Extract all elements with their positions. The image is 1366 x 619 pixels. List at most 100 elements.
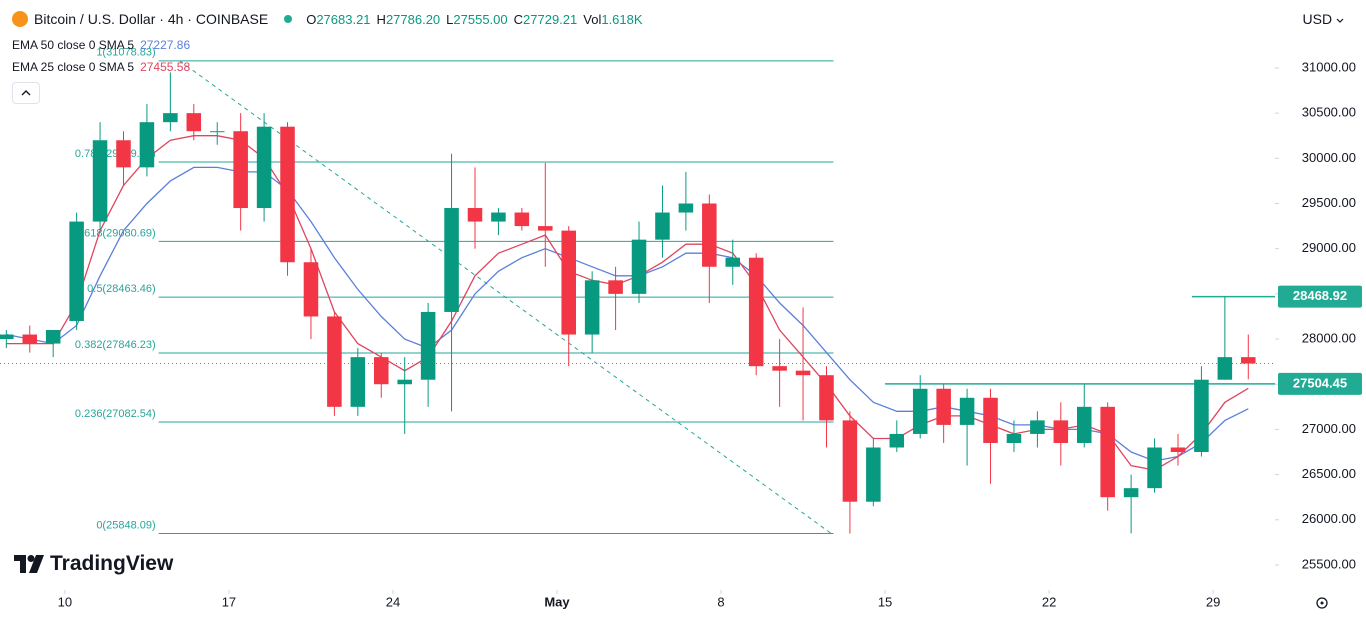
candle-body	[842, 420, 858, 502]
candle-body	[1006, 433, 1022, 443]
candle-body	[561, 230, 576, 335]
candle-body	[584, 280, 600, 335]
candle-body	[0, 334, 14, 340]
fib-label: 0.236(27082.54)	[75, 408, 156, 420]
candle-body	[116, 140, 131, 168]
ohlc-item: Vol1.618K	[583, 12, 642, 27]
candle-body	[420, 311, 436, 380]
candle-body	[209, 131, 225, 133]
ohlc-value: 1.618K	[601, 12, 643, 27]
candle-body	[397, 379, 412, 385]
brand-logo[interactable]: TradingView	[14, 552, 173, 576]
price-badge-label: 27504.45	[1293, 375, 1347, 390]
candle-body	[912, 388, 928, 434]
candle-body	[373, 357, 389, 385]
price-badge	[1278, 372, 1362, 395]
indicator-name: EMA 50 close 0 SMA 5	[12, 38, 135, 52]
candle-body	[303, 262, 319, 317]
settings-icon[interactable]	[1316, 597, 1328, 609]
symbol-icon	[12, 11, 28, 27]
candle-body	[327, 316, 342, 407]
candle-body	[889, 433, 905, 448]
candle-body	[186, 113, 202, 132]
candle-body	[936, 388, 951, 425]
market-status	[284, 15, 293, 23]
candle-body	[1217, 357, 1233, 380]
candle-body	[92, 140, 108, 222]
y-tick-label: 29000.00	[1302, 240, 1356, 255]
candle-body	[983, 397, 998, 443]
ohlc-key: C	[513, 12, 524, 27]
candle-body	[514, 212, 530, 227]
currency-selector[interactable]: USD	[1303, 11, 1344, 27]
candle-body	[795, 370, 811, 376]
symbol-title[interactable]: Bitcoin / U.S. Dollar · 4h · COINBASE	[34, 11, 269, 27]
candle-body	[233, 131, 248, 209]
fib-label: 1(31078.83)	[96, 47, 155, 59]
candle-body	[1170, 447, 1186, 453]
candle-body	[1123, 488, 1139, 498]
y-tick-label: 30500.00	[1302, 105, 1356, 120]
ohlc-key: H	[376, 12, 386, 27]
ohlc-item: O27683.21	[306, 12, 370, 27]
price-badge	[1278, 285, 1362, 308]
candle-body	[256, 126, 272, 209]
fib-label: 0(25848.09)	[96, 519, 155, 531]
currency-label: USD	[1302, 11, 1333, 27]
x-tick-label: 17	[222, 594, 236, 609]
y-tick-label: 29500.00	[1302, 195, 1356, 210]
indicator-name: EMA 25 close 0 SMA 5	[12, 60, 135, 74]
y-tick-label: 31000.00	[1302, 59, 1356, 74]
candle-body	[655, 212, 670, 240]
candle-body	[467, 208, 483, 222]
candle-body	[608, 280, 623, 294]
chevron-icon	[1336, 18, 1344, 23]
indicator-legend[interactable]: EMA 50 close 0 SMA 5 27227.86	[12, 38, 190, 52]
ohlc-item: L27555.00	[446, 12, 507, 27]
candle-body	[748, 257, 764, 367]
fib-label: 0.618(29080.69)	[75, 227, 156, 239]
candle-body	[1194, 379, 1209, 453]
candle-body	[1147, 447, 1162, 489]
plot-area: 1(31078.83)0.786(29959.45)0.618(29080.69…	[0, 47, 1275, 535]
indicator-value: 27227.86	[140, 38, 191, 52]
x-tick-label: 15	[878, 594, 892, 609]
y-tick-label: 30000.00	[1302, 150, 1356, 165]
x-tick-label: 29	[1206, 594, 1220, 609]
y-tick-label: 28000.00	[1302, 330, 1356, 345]
candle-body	[45, 330, 61, 344]
candle-body	[139, 122, 155, 168]
candle-body	[163, 113, 178, 123]
ohlc-value: 27555.00	[453, 12, 508, 27]
candle-body	[491, 212, 506, 222]
candle-body	[702, 203, 717, 267]
candle-body	[631, 239, 647, 294]
y-tick-label: 26500.00	[1302, 466, 1356, 481]
candle-body	[725, 257, 741, 267]
candle-body	[959, 397, 975, 425]
ohlc-key: Vol	[583, 12, 602, 27]
candle-body	[1030, 420, 1045, 434]
candle-body	[22, 334, 38, 344]
ohlc-value: 27683.21	[316, 12, 371, 27]
candle-body	[819, 375, 834, 421]
collapse-button[interactable]	[12, 82, 40, 104]
ohlc-key: O	[306, 12, 317, 27]
candle-body	[350, 357, 366, 407]
candle-body	[1241, 357, 1256, 364]
trend-line	[179, 60, 832, 534]
settings-icon-dot	[1320, 601, 1324, 605]
ema-line	[6, 166, 1249, 462]
candle-body	[69, 221, 84, 321]
ohlc-key: L	[446, 12, 454, 27]
logo-mark	[14, 555, 44, 573]
x-tick-label: 8	[717, 594, 724, 609]
chevron-icon	[21, 90, 31, 96]
y-tick-label: 27000.00	[1302, 421, 1356, 436]
ohlc-values: O27683.21 H27786.20 L27555.00 C27729.21 Vol1…	[306, 11, 648, 27]
y-tick-label: 26000.00	[1302, 511, 1356, 526]
indicator-legend[interactable]: EMA 25 close 0 SMA 5 27455.58	[12, 60, 190, 74]
candle-body	[1053, 420, 1069, 443]
